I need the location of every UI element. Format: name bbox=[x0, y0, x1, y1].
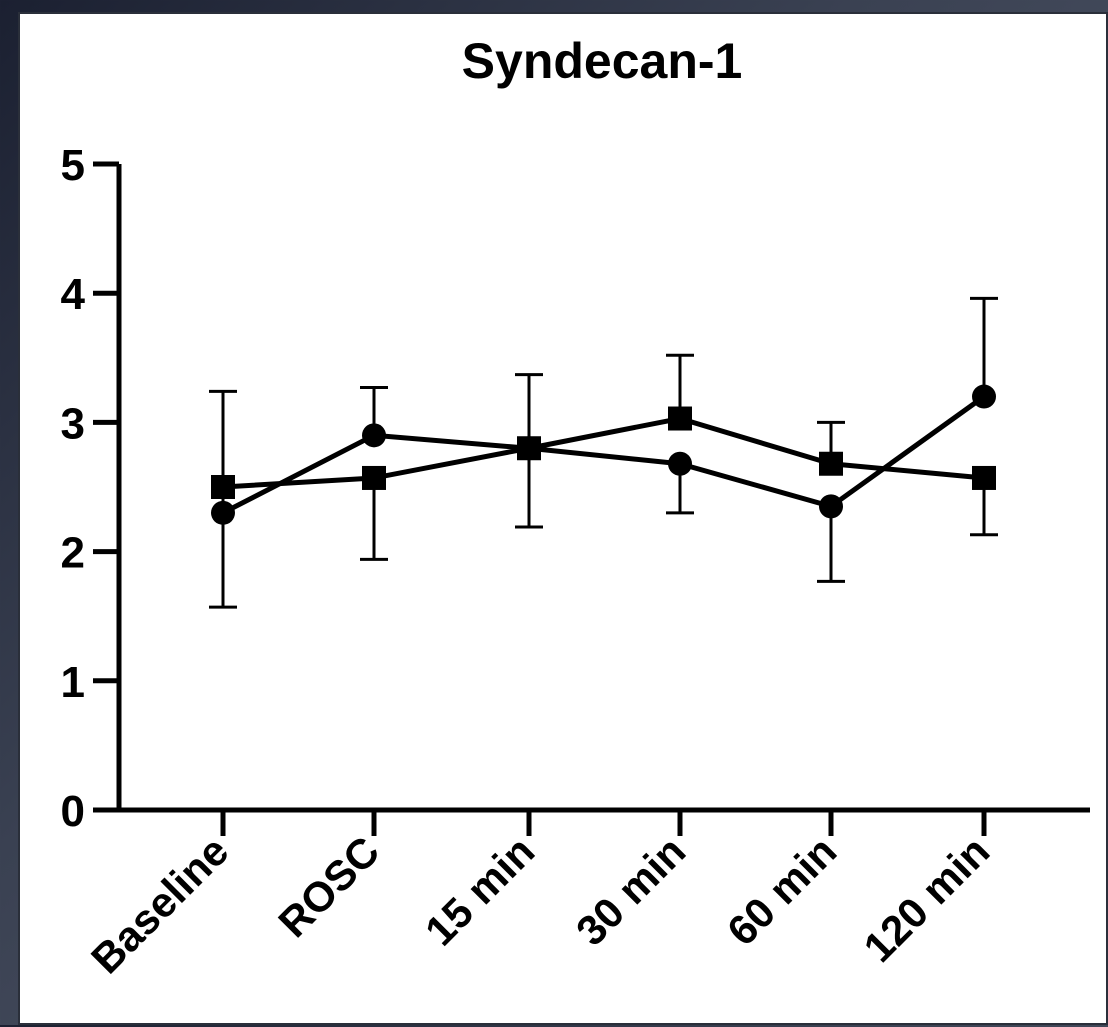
y-tick-label: 2 bbox=[61, 529, 85, 578]
square-marker bbox=[211, 475, 235, 499]
x-tick-label: 30 min bbox=[567, 827, 694, 954]
y-tick-label: 3 bbox=[61, 399, 85, 448]
circle-marker bbox=[211, 500, 235, 525]
x-tick-label: 60 min bbox=[718, 827, 845, 954]
square-marker bbox=[819, 451, 843, 476]
x-tick-label: 15 min bbox=[416, 827, 543, 954]
series-line-2 bbox=[222, 416, 985, 490]
series-lines bbox=[221, 394, 986, 516]
x-axis-ticks: Baseline ROSC 15 min 30 min 60 min 120 min bbox=[82, 810, 998, 983]
chart-frame: Syndecan-1 0 1 2 3 4 5 Baseline ROSC 15 min 30 m… bbox=[18, 12, 1108, 1025]
circle-marker bbox=[668, 451, 692, 476]
circle-marker bbox=[819, 494, 843, 519]
y-tick-label: 4 bbox=[61, 270, 86, 319]
square-marker bbox=[668, 406, 692, 431]
syndecan-chart: Syndecan-1 0 1 2 3 4 5 Baseline ROSC 15 min 30 m… bbox=[61, 33, 1090, 983]
y-tick-label: 0 bbox=[61, 787, 85, 836]
y-tick-label: 5 bbox=[61, 141, 85, 190]
y-tick-label: 1 bbox=[61, 658, 85, 707]
x-tick-label: Baseline bbox=[82, 827, 237, 982]
axes bbox=[116, 164, 1090, 813]
square-marker bbox=[972, 465, 996, 490]
circle-marker bbox=[362, 423, 386, 448]
series-line-1 bbox=[221, 394, 986, 516]
x-tick-label: ROSC bbox=[269, 827, 388, 946]
y-axis-ticks: 0 1 2 3 4 5 bbox=[61, 141, 119, 836]
square-marker bbox=[362, 465, 386, 490]
series-markers bbox=[211, 384, 996, 525]
square-marker bbox=[517, 436, 541, 461]
error-bars bbox=[209, 296, 998, 609]
x-tick-label: 120 min bbox=[855, 827, 999, 971]
chart-title: Syndecan-1 bbox=[462, 33, 743, 89]
circle-marker bbox=[972, 384, 996, 409]
